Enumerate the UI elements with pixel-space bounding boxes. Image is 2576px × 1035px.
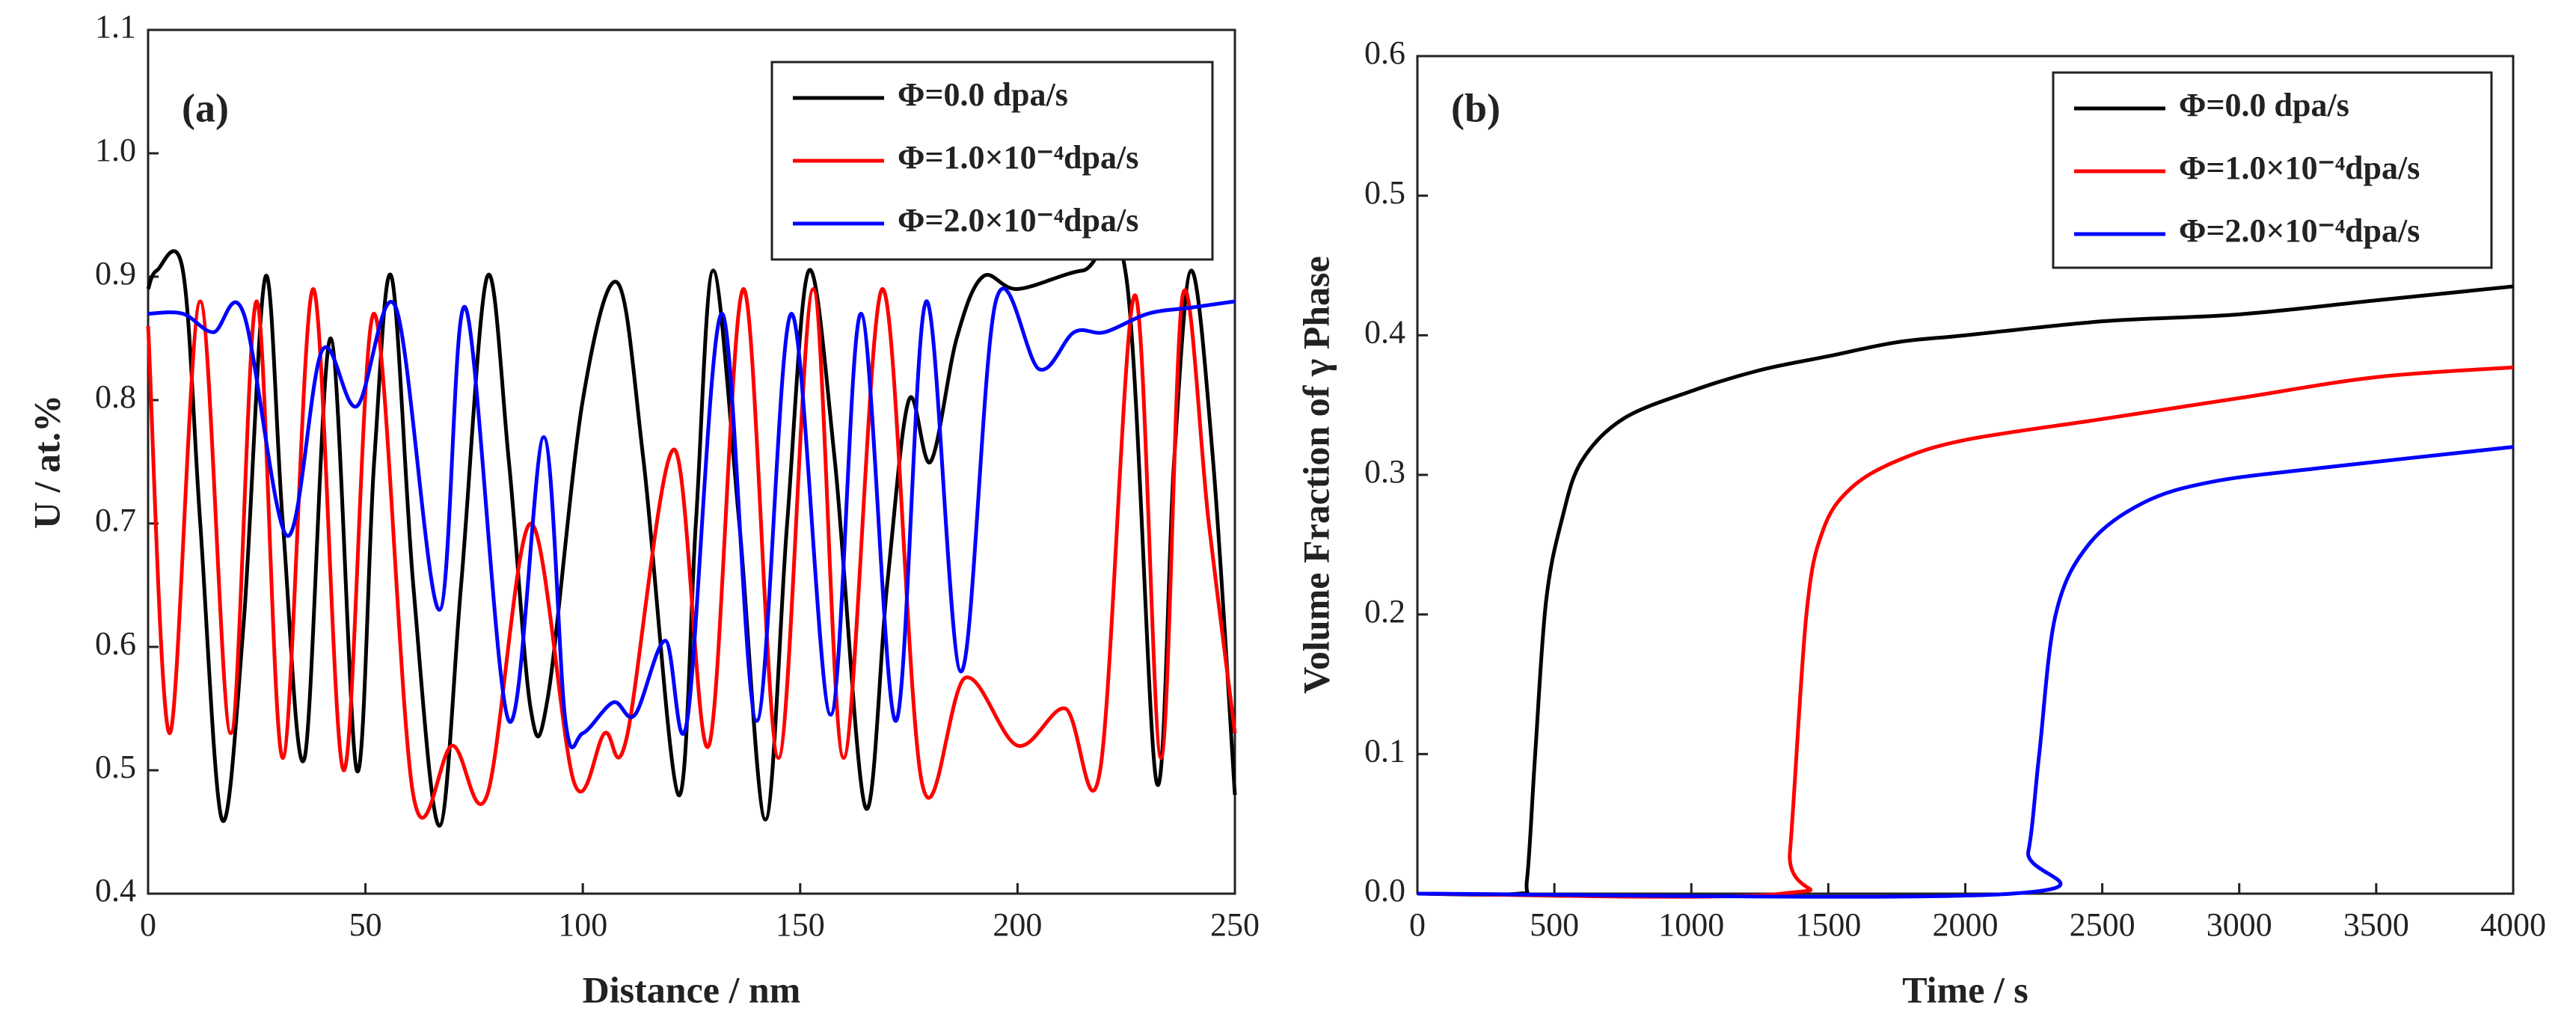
x-tick-label: 2000 <box>1933 906 1999 943</box>
x-tick-label: 0 <box>1409 906 1426 943</box>
x-tick-label: 1000 <box>1658 906 1724 943</box>
x-tick-label: 2500 <box>2070 906 2135 943</box>
x-tick-label: 200 <box>993 906 1042 943</box>
series-line <box>1417 445 2514 899</box>
y-tick-label: 0.1 <box>1364 732 1405 769</box>
x-tick-label: 4000 <box>2480 906 2546 943</box>
x-tick-label: 100 <box>558 906 607 943</box>
plot-frame <box>147 28 1236 895</box>
y-tick-label: 0.4 <box>1364 313 1405 350</box>
y-tick-label: 0.8 <box>95 378 136 415</box>
x-tick-label: 250 <box>1210 906 1260 943</box>
y-tick-label: 0.5 <box>95 749 136 785</box>
x-axis-label: Distance / nm <box>583 968 801 1010</box>
y-tick-label: 0.2 <box>1364 593 1405 630</box>
x-tick-label: 3500 <box>2343 906 2409 943</box>
y-tick-label: 1.1 <box>95 8 136 45</box>
x-tick-label: 0 <box>140 906 156 943</box>
series-line <box>147 286 1236 750</box>
panel-label: (b) <box>1451 85 1500 130</box>
x-tick-label: 3000 <box>2207 906 2272 943</box>
series-line <box>1417 284 2514 897</box>
legend-label: Φ=1.0×10⁻⁴dpa/s <box>2179 150 2420 186</box>
legend-label: Φ=1.0×10⁻⁴dpa/s <box>898 139 1138 176</box>
x-tick-label: 1500 <box>1795 906 1861 943</box>
y-tick-label: 0.6 <box>1364 34 1405 71</box>
y-tick-label: 0.4 <box>95 872 136 909</box>
panel-label: (a) <box>182 85 229 130</box>
y-tick-label: 0.5 <box>1364 174 1405 211</box>
series-line <box>146 235 1237 828</box>
y-tick-label: 0.9 <box>95 255 136 292</box>
legend-label: Φ=2.0×10⁻⁴dpa/s <box>898 202 1138 239</box>
legend-label: Φ=0.0 dpa/s <box>2179 87 2349 123</box>
series-line <box>1417 365 2514 899</box>
y-axis-label: Volume Fraction of γ Phase <box>1295 256 1337 693</box>
y-tick-label: 0.6 <box>95 625 136 662</box>
legend-label: Φ=2.0×10⁻⁴dpa/s <box>2179 212 2420 249</box>
y-tick-label: 0.0 <box>1364 872 1405 909</box>
y-tick-label: 1.0 <box>95 132 136 168</box>
y-tick-label: 0.7 <box>95 502 136 538</box>
y-axis-label: U / at.% <box>25 395 67 529</box>
x-tick-label: 150 <box>776 906 825 943</box>
x-tick-label: 50 <box>349 906 382 943</box>
y-tick-label: 0.3 <box>1364 453 1405 490</box>
x-axis-label: Time / s <box>1902 968 2028 1010</box>
series-line <box>146 286 1237 820</box>
x-tick-label: 500 <box>1530 906 1579 943</box>
legend-label: Φ=0.0 dpa/s <box>898 76 1068 113</box>
